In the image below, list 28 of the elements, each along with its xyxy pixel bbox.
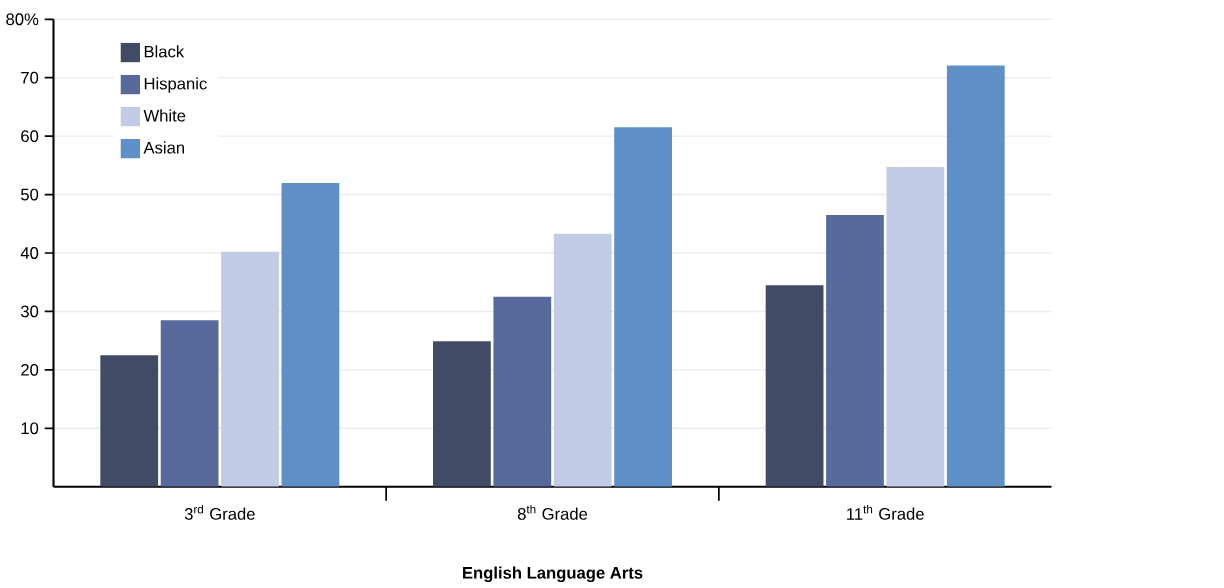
y-tick-label: 30 bbox=[20, 305, 39, 318]
y-tick-label: 60 bbox=[21, 130, 39, 143]
bar bbox=[493, 297, 552, 487]
bar bbox=[100, 355, 159, 487]
bar bbox=[160, 320, 219, 487]
y-tick-label: 10 bbox=[21, 422, 39, 435]
bar bbox=[433, 341, 491, 487]
bar bbox=[221, 252, 279, 487]
bar bbox=[281, 183, 340, 487]
x-tick-label: 11$^{th}$ Grade bbox=[847, 505, 924, 521]
x-tick-label: 8$^{th}$ Grade bbox=[517, 505, 588, 521]
legend-label: White bbox=[143, 109, 186, 122]
y-tick-label: 80% bbox=[6, 13, 39, 26]
x-axis-title: English Language Arts bbox=[463, 566, 643, 583]
bar bbox=[946, 65, 1005, 487]
x-tick-label: 3$^{rd}$ Grade bbox=[184, 505, 255, 521]
bar bbox=[614, 127, 672, 487]
bar bbox=[826, 215, 884, 487]
y-tick-label: 50 bbox=[21, 188, 39, 201]
y-tick-label: 70 bbox=[21, 71, 39, 84]
legend-label: Black bbox=[144, 45, 185, 58]
y-tick-label: 20 bbox=[21, 364, 39, 376]
legend-label: Asian bbox=[143, 141, 185, 154]
bar bbox=[553, 233, 612, 487]
bar bbox=[886, 167, 945, 487]
legend-label: Hispanic bbox=[144, 77, 207, 93]
bar bbox=[765, 285, 824, 487]
y-tick-label: 40 bbox=[20, 247, 39, 260]
